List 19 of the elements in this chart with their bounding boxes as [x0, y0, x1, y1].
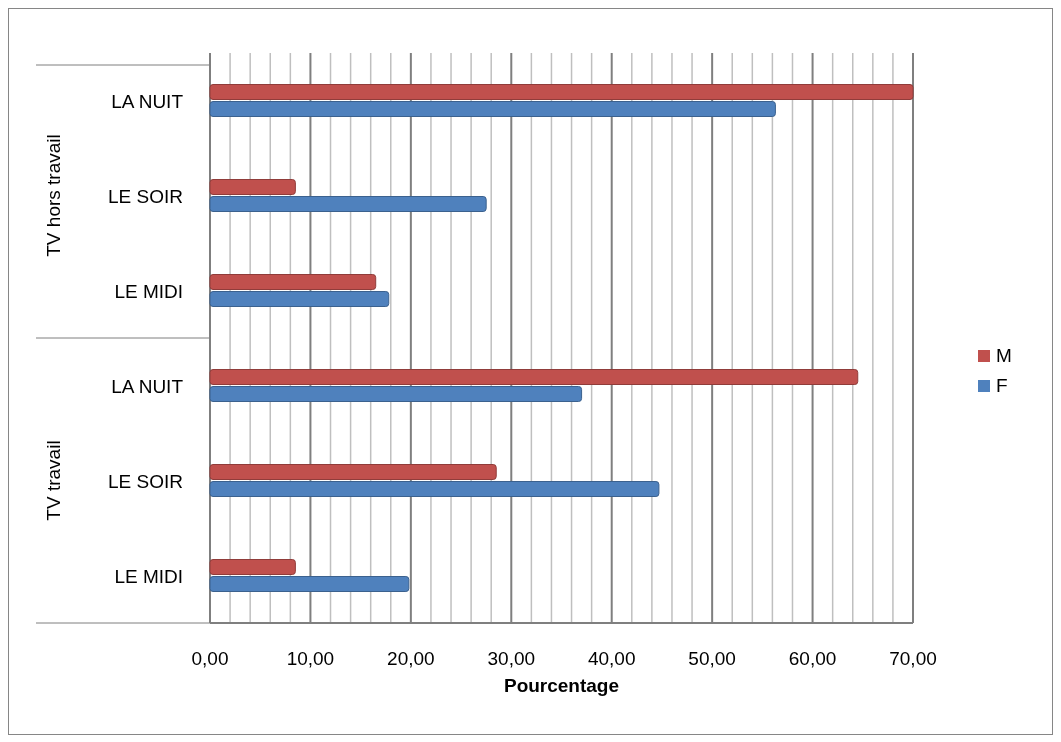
- y-tick-label: LE MIDI: [114, 280, 183, 302]
- x-axis-title: Pourcentage: [503, 675, 620, 696]
- legend-label: M: [996, 345, 1012, 366]
- x-tick-label: 70,00: [889, 648, 937, 669]
- y-tick-label: LE SOIR: [108, 470, 183, 492]
- y-tick-label: LA NUIT: [111, 375, 184, 397]
- x-tick-label: 30,00: [487, 648, 536, 669]
- x-tick-label: 10,00: [286, 648, 335, 669]
- x-tick-label: 0,00: [191, 648, 229, 669]
- text: TV hors travail: [43, 134, 64, 257]
- x-tick-label: 50,00: [688, 648, 736, 669]
- y-tick-label: LA NUIT: [111, 90, 184, 112]
- y-tick-label: LE MIDI: [114, 565, 183, 587]
- x-tick-label: 20,00: [387, 648, 435, 669]
- x-tick-label: 60,00: [788, 648, 837, 669]
- x-tick-label: 40,00: [587, 648, 636, 669]
- text: TV travail: [43, 440, 64, 521]
- y-tick-label: LE SOIR: [108, 185, 183, 207]
- legend-label: F: [996, 375, 1008, 396]
